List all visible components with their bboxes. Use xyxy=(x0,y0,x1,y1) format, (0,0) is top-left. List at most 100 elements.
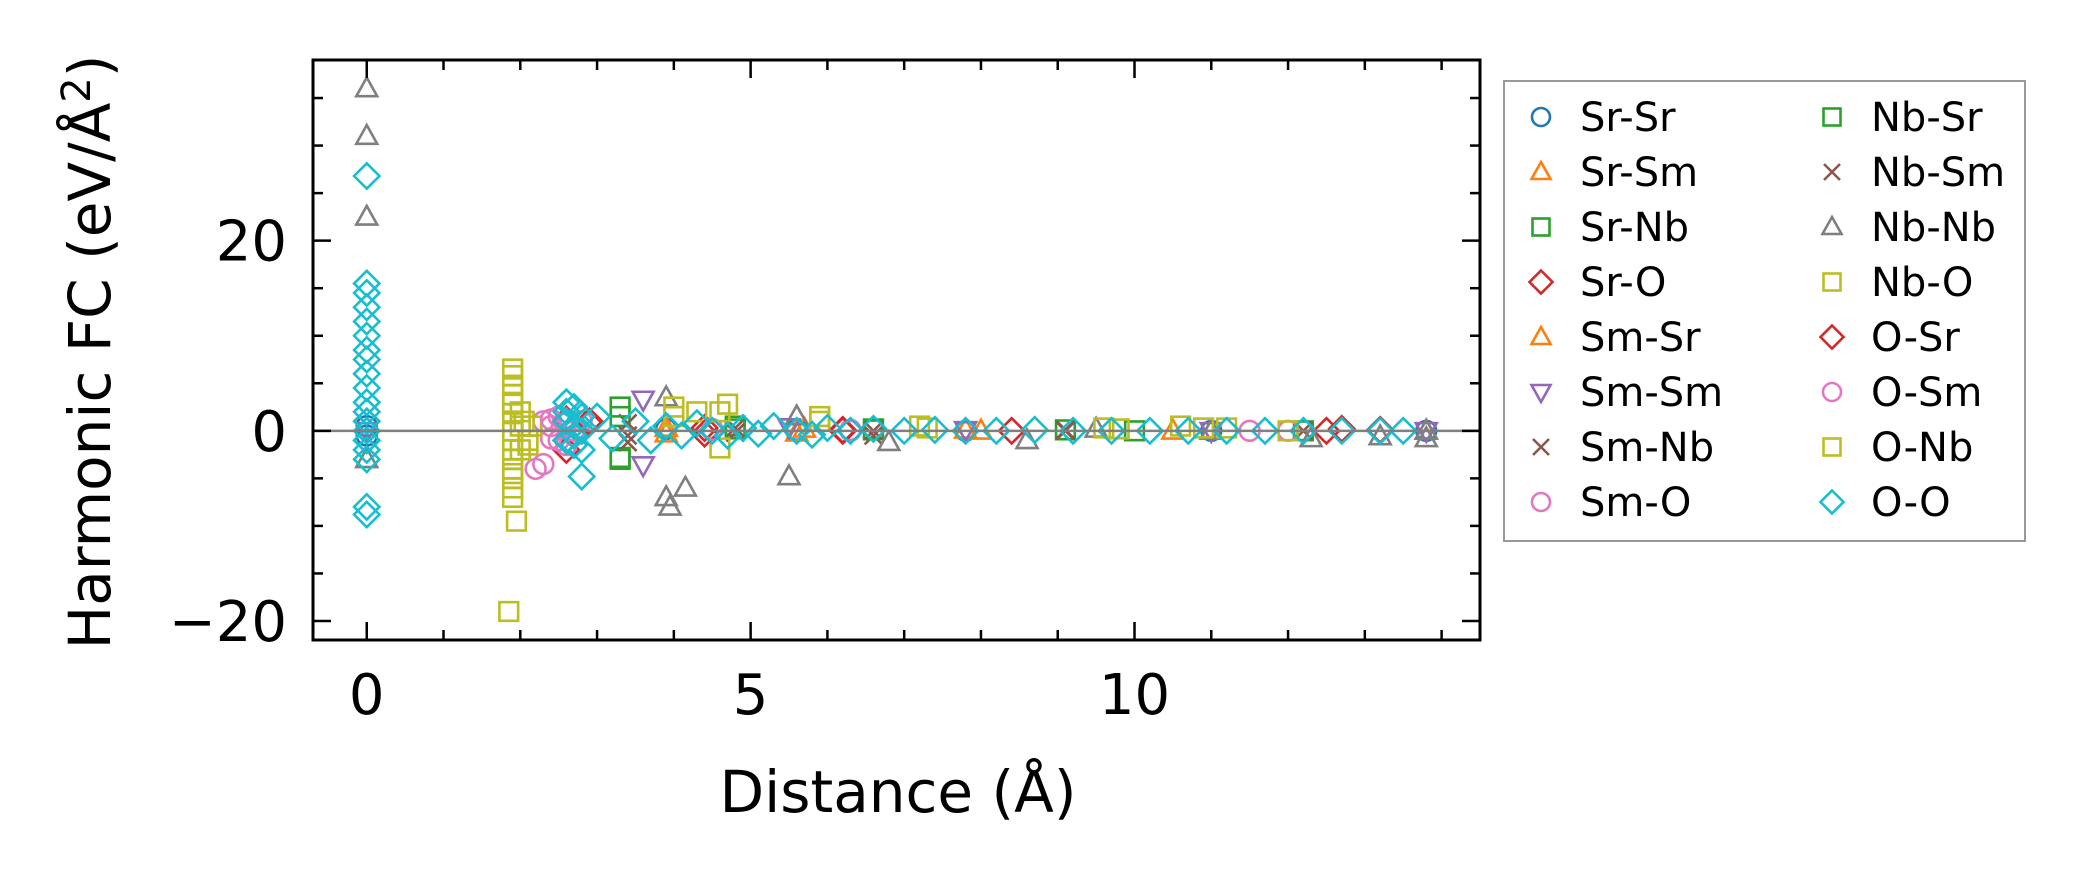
data-point xyxy=(1413,424,1439,448)
data-layer xyxy=(352,74,1439,623)
legend-label: Nb-O xyxy=(1871,260,1973,306)
legend-marker xyxy=(1529,324,1553,346)
data-point xyxy=(551,387,581,417)
data-point xyxy=(501,462,524,485)
legend-marker xyxy=(1822,107,1842,127)
data-point xyxy=(697,416,727,446)
x-tick-label: 0 xyxy=(349,663,385,728)
data-point xyxy=(501,391,524,413)
data-point xyxy=(981,416,1011,446)
data-point xyxy=(609,448,631,470)
x-tick-label: 5 xyxy=(733,663,769,728)
legend-item: Nb-Sr xyxy=(1822,95,1983,141)
data-point xyxy=(352,359,382,389)
legend-label: Sr-Nb xyxy=(1580,205,1689,251)
y-axis-label-main: Harmonic FC (eV/Å xyxy=(55,102,124,649)
series-o-o xyxy=(352,161,1418,529)
legend-label: Nb-Nb xyxy=(1871,205,1996,251)
data-point xyxy=(889,416,919,446)
legend-marker xyxy=(1823,163,1841,181)
data-point xyxy=(352,425,382,455)
data-point xyxy=(352,387,382,417)
data-point xyxy=(1173,416,1203,446)
data-point xyxy=(1014,426,1040,450)
data-point xyxy=(1020,415,1050,445)
data-point xyxy=(352,292,382,322)
data-point xyxy=(682,408,712,438)
data-point xyxy=(1298,424,1324,448)
data-point xyxy=(782,416,812,446)
legend-item: Sm-Sm xyxy=(1529,370,1723,416)
data-point xyxy=(352,278,382,308)
legend-item: Sm-Sr xyxy=(1529,315,1701,361)
data-point xyxy=(352,345,382,374)
data-point xyxy=(724,418,746,440)
data-point xyxy=(559,430,589,460)
legend-marker xyxy=(1531,217,1551,237)
data-point xyxy=(352,397,382,427)
legend-marker xyxy=(1530,491,1552,513)
legend-item: Sr-Sm xyxy=(1529,150,1698,196)
legend-marker xyxy=(1818,323,1846,351)
data-point xyxy=(908,415,931,437)
data-point xyxy=(551,397,581,427)
x-tick-label: 10 xyxy=(1099,663,1170,728)
data-point xyxy=(1413,417,1439,440)
data-point xyxy=(352,306,382,336)
data-point xyxy=(352,492,382,522)
data-point xyxy=(1288,416,1318,446)
data-point xyxy=(1096,416,1126,446)
data-point xyxy=(1108,418,1130,440)
data-point xyxy=(354,74,380,98)
legend-marker xyxy=(1532,438,1550,456)
y-axis-label-close: ) xyxy=(56,55,124,78)
data-point xyxy=(567,461,597,491)
data-point xyxy=(876,428,902,452)
data-point xyxy=(728,413,758,443)
data-point xyxy=(651,411,681,441)
data-point xyxy=(352,406,382,436)
legend-item: Sr-Sr xyxy=(1530,95,1676,141)
y-tick-label: 0 xyxy=(251,400,287,465)
legend-item: Sm-O xyxy=(1530,480,1691,526)
data-point xyxy=(1192,417,1215,439)
legend-item: O-Sm xyxy=(1821,370,1982,416)
y-tick-label: 20 xyxy=(216,210,287,275)
data-point xyxy=(582,402,612,432)
y-axis-label: Harmonic FC (eV/Å2) xyxy=(54,55,124,650)
legend-label: O-Nb xyxy=(1871,425,1973,471)
data-point xyxy=(709,401,731,423)
data-point xyxy=(352,161,382,191)
legend-label: O-Sm xyxy=(1871,370,1982,416)
legend-item: O-O xyxy=(1818,480,1951,526)
data-point xyxy=(1058,416,1088,446)
data-point xyxy=(716,393,739,415)
data-point xyxy=(567,416,597,446)
data-point xyxy=(916,417,938,439)
legend-label: Nb-Sm xyxy=(1871,150,2005,196)
data-point xyxy=(858,414,888,444)
plot-frame xyxy=(311,58,1482,642)
legend-label: Sr-O xyxy=(1580,260,1666,306)
data-point xyxy=(559,411,589,441)
data-point xyxy=(920,415,950,445)
legend-marker xyxy=(1821,381,1843,403)
data-point xyxy=(1413,421,1439,445)
legend-marker xyxy=(1529,159,1553,181)
y-axis-label-superscript: 2 xyxy=(54,77,100,102)
data-point xyxy=(609,396,631,418)
legend-marker xyxy=(1820,214,1844,236)
data-point xyxy=(835,416,865,446)
data-point xyxy=(630,456,656,479)
data-point xyxy=(828,416,858,446)
legend-label: Sm-Sm xyxy=(1580,370,1723,416)
legend-item: Nb-Nb xyxy=(1820,205,1996,251)
legend-label: Sr-Sm xyxy=(1580,150,1698,196)
data-point xyxy=(501,486,524,509)
legend-item: Sr-Nb xyxy=(1531,205,1689,251)
data-point xyxy=(743,419,773,449)
y-tick-label: −20 xyxy=(169,590,287,655)
data-point xyxy=(352,444,382,474)
legend-item: O-Nb xyxy=(1822,425,1973,471)
